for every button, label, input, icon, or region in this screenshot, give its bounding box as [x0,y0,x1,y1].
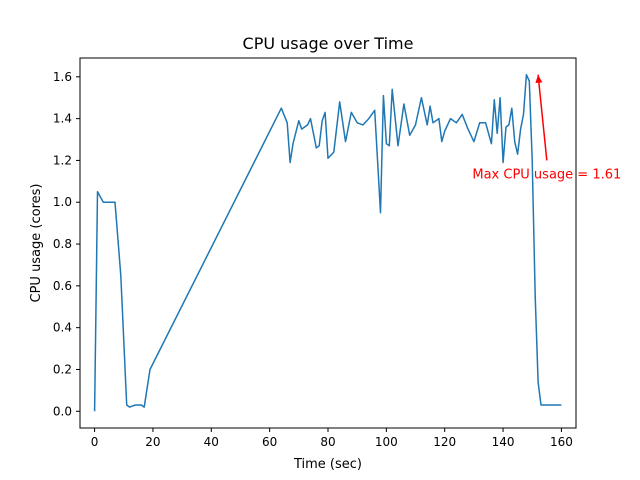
y-tick-label: 0.4 [53,321,72,335]
max-annotation-label: Max CPU usage = 1.61 [472,167,621,182]
y-tick-label: 0.2 [53,362,72,376]
chart-title: CPU usage over Time [243,34,414,53]
x-tick-label: 20 [145,435,160,449]
y-tick-label: 0.8 [53,237,72,251]
y-tick-label: 0.0 [53,404,72,418]
x-tick-label: 40 [204,435,219,449]
x-tick-label: 160 [550,435,573,449]
x-tick-label: 80 [320,435,335,449]
y-tick-label: 1.6 [53,70,72,84]
x-tick-label: 0 [91,435,99,449]
max-annotation-arrowhead [535,74,543,84]
y-tick-label: 1.4 [53,112,72,126]
x-tick-label: 140 [492,435,515,449]
y-tick-label: 1.2 [53,153,72,167]
y-tick-label: 0.6 [53,279,72,293]
cpu-usage-series-line [93,73,562,412]
y-tick-label: 1.0 [53,195,72,209]
x-tick-label: 60 [262,435,277,449]
max-annotation-arrow [537,74,548,161]
x-tick-label: 120 [433,435,456,449]
x-axis-label: Time (sec) [293,457,362,472]
plot-frame [79,57,577,429]
x-tick-label: 100 [375,435,398,449]
y-axis-label: CPU usage (cores) [29,184,44,303]
